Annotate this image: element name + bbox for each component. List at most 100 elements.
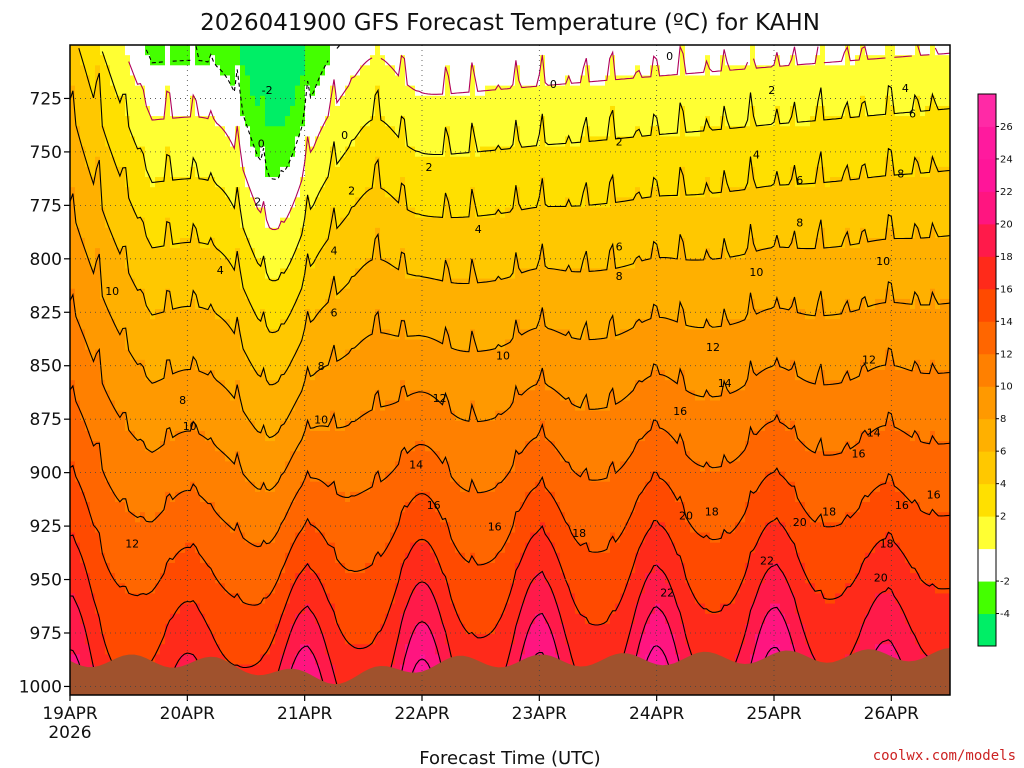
color-band-cell — [945, 298, 950, 371]
color-band-cell — [150, 380, 156, 452]
color-band-cell — [460, 278, 466, 351]
color-band-cell — [550, 491, 556, 544]
color-band-cell — [595, 85, 601, 138]
color-band-cell — [235, 45, 241, 66]
color-band-cell — [930, 45, 936, 97]
color-band-cell — [770, 471, 776, 523]
color-band-cell — [565, 75, 571, 138]
color-band-cell — [830, 451, 836, 523]
color-band-cell — [705, 248, 711, 320]
color-band-cell — [285, 420, 291, 463]
colorbar-tick-label: 16 — [1000, 284, 1013, 295]
contour-label: 0 — [258, 138, 265, 151]
color-band-cell — [655, 562, 661, 605]
color-band-cell — [570, 400, 576, 473]
color-band-cell — [215, 187, 221, 249]
color-band-cell — [765, 471, 771, 523]
color-band-cell — [695, 197, 701, 259]
color-band-cell — [465, 95, 471, 158]
color-band-cell — [125, 116, 131, 188]
color-band-cell — [845, 583, 851, 655]
color-band-cell — [260, 370, 266, 432]
color-band-cell — [335, 227, 341, 300]
color-band-cell — [320, 481, 326, 534]
color-band-cell — [555, 45, 561, 87]
color-band-cell — [770, 65, 776, 127]
color-band-cell — [735, 319, 741, 391]
color-band-cell — [540, 309, 546, 371]
color-band-cell — [295, 298, 301, 351]
color-band-cell — [330, 664, 336, 695]
color-band-cell — [735, 390, 741, 462]
color-band-cell — [510, 583, 516, 645]
color-band-cell — [725, 532, 731, 605]
color-band-cell — [775, 237, 781, 300]
color-band-cell — [380, 258, 386, 330]
color-band-cell — [430, 156, 436, 219]
credit-link[interactable]: coolwx.com/models — [873, 748, 1016, 764]
color-band-cell — [525, 329, 531, 391]
color-band-cell — [350, 75, 356, 148]
color-band-cell — [255, 370, 261, 432]
color-band-cell — [440, 278, 446, 341]
color-band-cell — [570, 593, 576, 666]
color-band-cell — [810, 248, 816, 320]
color-band-cell — [320, 370, 326, 432]
color-band-cell — [325, 65, 331, 117]
color-band-cell — [435, 278, 441, 341]
color-band-cell — [620, 45, 626, 77]
color-band-cell — [455, 613, 461, 676]
color-band-cell — [635, 65, 641, 127]
color-band-cell — [510, 207, 516, 280]
color-band-cell — [385, 471, 391, 544]
color-band-cell — [195, 116, 201, 178]
color-band-cell — [435, 451, 441, 513]
color-band-cell — [740, 126, 746, 188]
color-band-cell — [440, 45, 446, 97]
color-band-cell — [650, 65, 656, 127]
color-band-cell — [340, 45, 346, 97]
color-band-cell — [755, 248, 761, 310]
color-band-cell — [355, 573, 361, 645]
color-band-cell — [705, 116, 711, 178]
color-band-cell — [710, 258, 716, 330]
color-band-cell — [705, 461, 711, 534]
color-band-cell — [825, 116, 831, 188]
color-band-cell — [70, 288, 76, 381]
color-band-cell — [130, 512, 136, 595]
color-band-cell — [540, 45, 546, 56]
color-band-cell — [560, 85, 566, 148]
color-band-cell — [885, 156, 891, 229]
color-band-cell — [665, 197, 671, 259]
color-band-cell — [845, 370, 851, 442]
color-band-cell — [770, 187, 776, 249]
color-band-cell — [300, 532, 306, 574]
contour-label: 10 — [183, 420, 197, 433]
color-band-cell — [775, 410, 781, 473]
color-band-cell — [315, 45, 321, 87]
color-band-cell — [635, 187, 641, 259]
color-band-cell — [390, 65, 396, 127]
color-band-cell — [170, 177, 176, 249]
color-band-cell — [475, 45, 481, 97]
color-band-cell — [705, 45, 711, 56]
color-band-cell — [285, 370, 291, 422]
color-band-cell — [900, 45, 906, 56]
color-band-cell — [440, 339, 446, 402]
color-band-cell — [190, 45, 196, 97]
color-band-cell — [360, 65, 366, 127]
color-band-cell — [130, 430, 136, 513]
color-band-cell — [825, 187, 831, 249]
color-band-cell — [125, 593, 131, 676]
color-band-cell — [245, 420, 251, 483]
color-band-cell — [490, 562, 496, 635]
color-band-cell — [575, 85, 581, 148]
color-band-cell — [625, 268, 631, 330]
color-band-cell — [735, 65, 741, 127]
color-band-cell — [325, 177, 331, 239]
color-band-cell — [940, 298, 946, 371]
color-band-cell — [925, 309, 931, 371]
color-band-cell — [495, 207, 501, 280]
color-band-cell — [190, 227, 196, 300]
color-band-cell — [255, 491, 261, 544]
